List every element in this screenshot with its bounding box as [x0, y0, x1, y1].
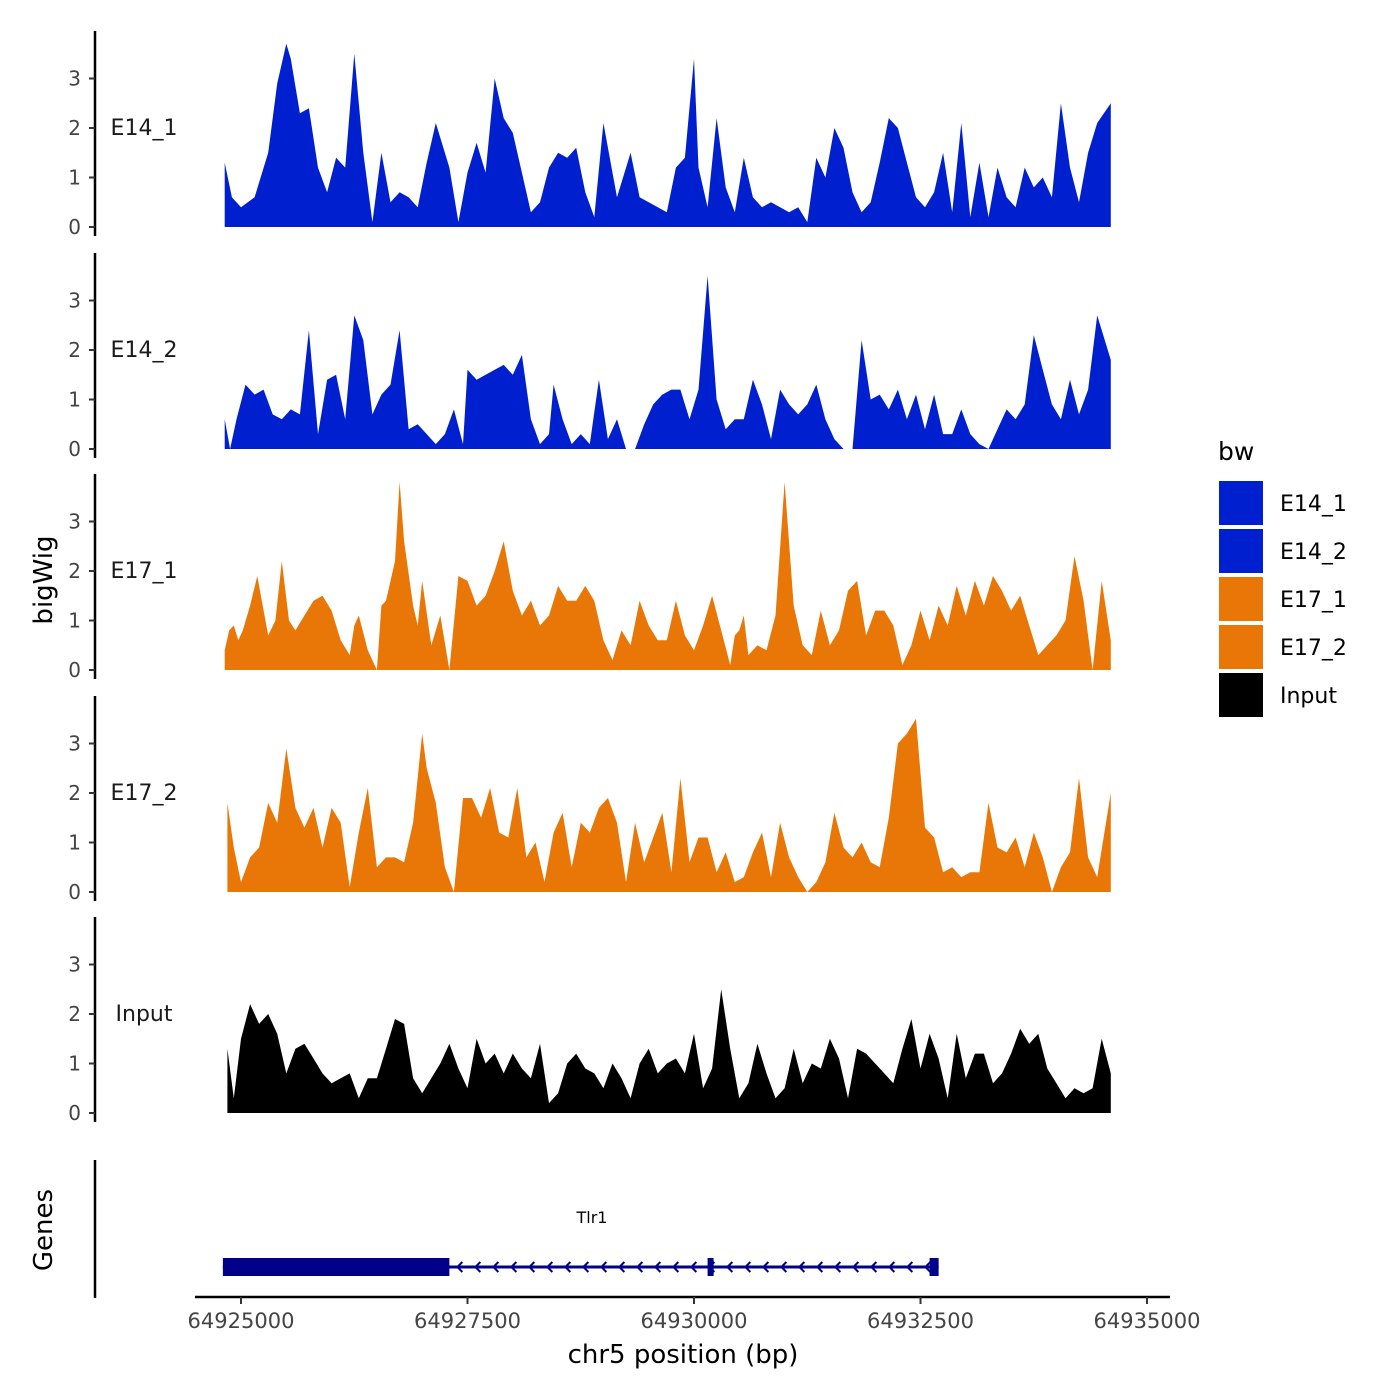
signal-area-E14_1	[224, 43, 1111, 227]
y-tick-label: 3	[68, 953, 81, 977]
gene-exon	[222, 1258, 450, 1276]
legend-swatch	[1219, 481, 1263, 525]
x-axis-label: chr5 position (bp)	[568, 1340, 799, 1370]
strand-arrow	[815, 1261, 824, 1273]
strand-arrow	[671, 1261, 680, 1273]
legend-swatch	[1219, 673, 1263, 717]
legend-label: E14_2	[1280, 540, 1347, 565]
x-tick-label: 64932500	[867, 1309, 974, 1333]
y-tick-label: 2	[68, 116, 81, 140]
y-tick-label: 2	[68, 1002, 81, 1026]
strand-arrow	[653, 1261, 662, 1273]
y-tick-label: 1	[68, 166, 81, 190]
strand-arrow	[905, 1261, 914, 1273]
legend-label: Input	[1280, 684, 1337, 709]
x-tick-label: 64927500	[414, 1309, 521, 1333]
gene-exon	[929, 1258, 939, 1276]
x-tick-label: 64935000	[1094, 1309, 1201, 1333]
gene-Tlr1: Tlr1	[222, 1208, 939, 1276]
y-tick-label: 3	[68, 67, 81, 91]
strand-arrow	[617, 1261, 626, 1273]
legend: bw E14_1 E14_2 E17_1 E17_2 Input	[1218, 437, 1347, 717]
strand-arrow	[923, 1261, 932, 1273]
x-axis: 64925000 64927500 64930000 64932500 64935000	[188, 1295, 1201, 1333]
gene-exon	[707, 1258, 714, 1276]
y-tick-label: 3	[68, 510, 81, 534]
y-tick-label: 0	[68, 1101, 81, 1125]
strand-arrow	[527, 1261, 536, 1273]
gene-name-label: Tlr1	[576, 1208, 608, 1227]
y-tick-label: 0	[68, 658, 81, 682]
legend-items: E14_1 E14_2 E17_1 E17_2 Input	[1219, 481, 1347, 717]
strand-arrow	[833, 1261, 842, 1273]
genes-panel: Tlr1	[93, 1160, 939, 1298]
strand-arrow	[563, 1261, 572, 1273]
strand-arrow	[635, 1261, 644, 1273]
track-Input: 0 1 2 3 Input	[68, 917, 1111, 1125]
y-tick-label: 0	[68, 880, 81, 904]
track-label: E14_2	[111, 338, 178, 363]
strand-arrow	[887, 1261, 896, 1273]
x-tick-label: 64925000	[188, 1309, 295, 1333]
y-tick-label: 1	[68, 609, 81, 633]
strand-arrow	[473, 1261, 482, 1273]
y-tick-label: 1	[68, 831, 81, 855]
strand-arrow	[851, 1261, 860, 1273]
strand-arrow	[491, 1261, 500, 1273]
track-panels: 0 1 2 3 E14_1 0 1 2 3 E14_2 0 1 2 3 E17_1 0 1 2 3 E17_2 0 1 2 3…	[68, 31, 1111, 1125]
y-tick-label: 2	[68, 781, 81, 805]
y-axis-label: bigWig	[29, 535, 59, 624]
strand-arrow	[599, 1261, 608, 1273]
legend-label: E17_2	[1280, 636, 1347, 661]
signal-area-E14_2	[224, 275, 1111, 449]
strand-arrow	[797, 1261, 806, 1273]
strand-arrow	[689, 1261, 698, 1273]
strand-arrow	[725, 1261, 734, 1273]
strand-arrow	[581, 1261, 590, 1273]
strand-arrow	[509, 1261, 518, 1273]
y-tick-label: 2	[68, 559, 81, 583]
y-tick-label: 1	[68, 388, 81, 412]
track-label: E14_1	[111, 116, 178, 141]
legend-swatch	[1219, 625, 1263, 669]
legend-swatch	[1219, 529, 1263, 573]
signal-area-E17_2	[227, 718, 1111, 892]
strand-arrow	[779, 1261, 788, 1273]
legend-label: E14_1	[1280, 492, 1347, 517]
signal-area-Input	[227, 989, 1111, 1113]
strand-arrow	[761, 1261, 770, 1273]
track-E14_1: 0 1 2 3 E14_1	[68, 31, 1111, 239]
legend-label: E17_1	[1280, 588, 1347, 613]
strand-arrow	[545, 1261, 554, 1273]
track-E14_2: 0 1 2 3 E14_2	[68, 253, 1111, 461]
genes-panel-label: Genes	[29, 1189, 59, 1271]
y-tick-label: 0	[68, 437, 81, 461]
y-tick-label: 2	[68, 338, 81, 362]
legend-swatch	[1219, 577, 1263, 621]
legend-title: bw	[1218, 437, 1254, 466]
track-label: Input	[116, 1002, 173, 1027]
strand-arrow	[743, 1261, 752, 1273]
track-label: E17_1	[111, 559, 178, 584]
strand-arrow	[455, 1261, 464, 1273]
y-tick-label: 3	[68, 289, 81, 313]
track-E17_2: 0 1 2 3 E17_2	[68, 696, 1111, 904]
y-tick-label: 1	[68, 1052, 81, 1076]
strand-arrow	[869, 1261, 878, 1273]
y-tick-label: 3	[68, 732, 81, 756]
y-tick-label: 0	[68, 215, 81, 239]
track-label: E17_2	[111, 781, 178, 806]
track-E17_1: 0 1 2 3 E17_1	[68, 474, 1111, 682]
signal-area-E17_1	[224, 481, 1111, 670]
x-tick-label: 64930000	[641, 1309, 748, 1333]
